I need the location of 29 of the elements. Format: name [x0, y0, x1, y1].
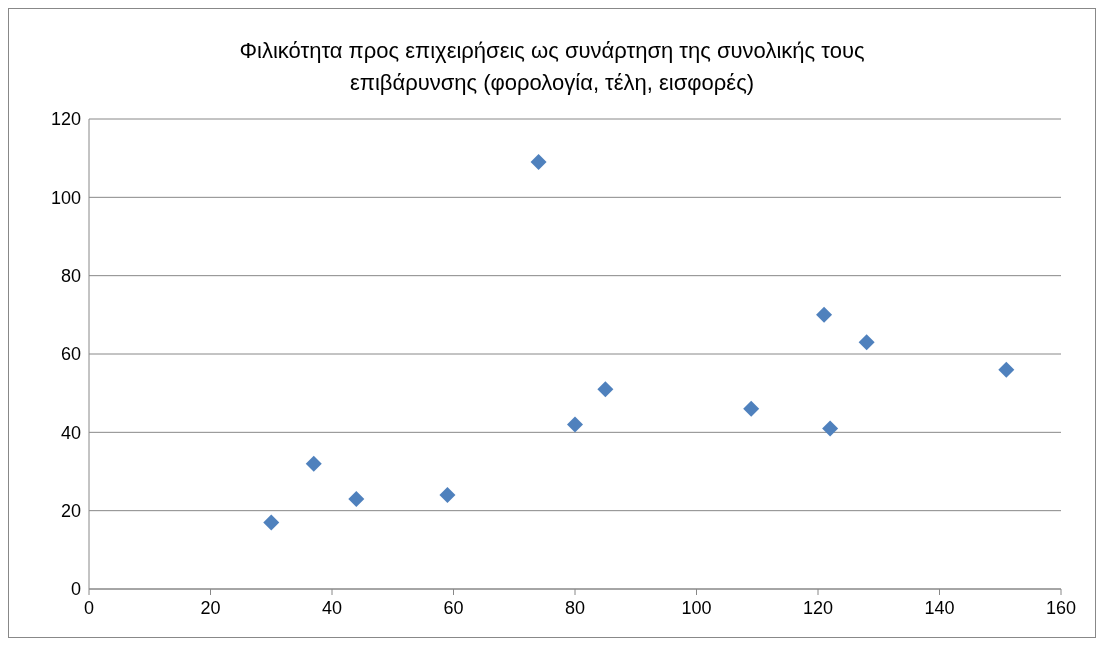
y-tick-label: 20 — [60, 501, 81, 522]
point — [348, 490, 365, 507]
point — [597, 381, 614, 398]
x-tick-label: 80 — [564, 597, 586, 618]
y-tick-label: 120 — [50, 109, 81, 130]
point — [567, 416, 583, 433]
y-tick-label: 0 — [70, 579, 81, 600]
point — [858, 334, 875, 351]
point — [816, 306, 833, 323]
x-tick-label: 20 — [200, 597, 221, 618]
y-tick-label: 40 — [60, 422, 81, 443]
chart-title: Φιλικότητα προς επιχειρήσεις ως συνάρτηση της συνολικής τους επιβάρυνσης (φορολογία, τέλη, εισφορές) — [238, 37, 866, 97]
point — [305, 455, 322, 472]
point — [263, 514, 280, 531]
point — [822, 420, 839, 437]
x-tick-label: 60 — [443, 597, 464, 618]
point — [439, 487, 456, 503]
x-tick-label: 40 — [321, 597, 343, 618]
y-tick-label: 60 — [60, 344, 81, 365]
x-tick-label: 120 — [802, 597, 834, 618]
point — [530, 154, 547, 171]
y-tick-label: 100 — [50, 187, 81, 208]
point — [998, 361, 1015, 378]
x-tick-label: 160 — [1045, 597, 1077, 618]
x-tick-label: 0 — [83, 597, 95, 618]
x-tick-label: 140 — [924, 597, 955, 618]
x-tick-label: 100 — [681, 597, 712, 618]
point — [743, 400, 760, 417]
y-tick-label: 80 — [60, 266, 81, 287]
